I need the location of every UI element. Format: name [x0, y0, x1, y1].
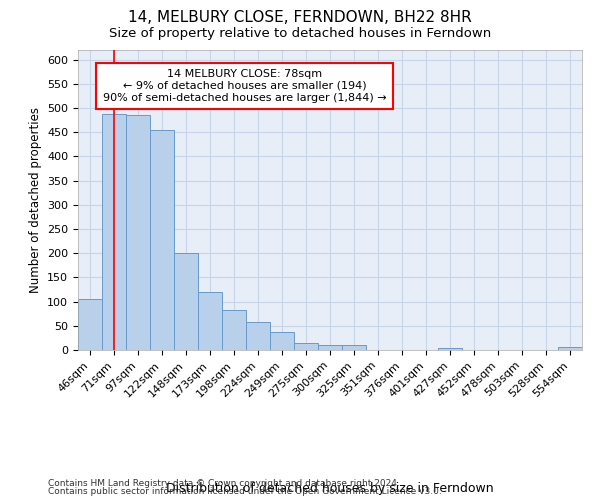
Bar — [78, 299, 102, 350]
Bar — [150, 130, 174, 350]
Bar — [126, 116, 150, 350]
Bar — [198, 292, 222, 350]
Bar — [270, 332, 294, 350]
Text: 14, MELBURY CLOSE, FERNDOWN, BH22 8HR: 14, MELBURY CLOSE, FERNDOWN, BH22 8HR — [128, 10, 472, 25]
Bar — [294, 342, 318, 350]
Bar — [342, 345, 366, 350]
Bar — [246, 322, 270, 350]
Text: 14 MELBURY CLOSE: 78sqm
← 9% of detached houses are smaller (194)
90% of semi-de: 14 MELBURY CLOSE: 78sqm ← 9% of detached… — [103, 70, 386, 102]
Bar — [174, 253, 198, 350]
Y-axis label: Number of detached properties: Number of detached properties — [29, 107, 41, 293]
Bar — [222, 310, 246, 350]
Text: Contains HM Land Registry data © Crown copyright and database right 2024.: Contains HM Land Registry data © Crown c… — [48, 478, 400, 488]
X-axis label: Distribution of detached houses by size in Ferndown: Distribution of detached houses by size … — [166, 482, 494, 495]
Bar — [318, 345, 342, 350]
Text: Size of property relative to detached houses in Ferndown: Size of property relative to detached ho… — [109, 28, 491, 40]
Bar — [558, 346, 582, 350]
Bar — [438, 348, 462, 350]
Text: Contains public sector information licensed under the Open Government Licence v3: Contains public sector information licen… — [48, 487, 442, 496]
Bar — [102, 114, 126, 350]
